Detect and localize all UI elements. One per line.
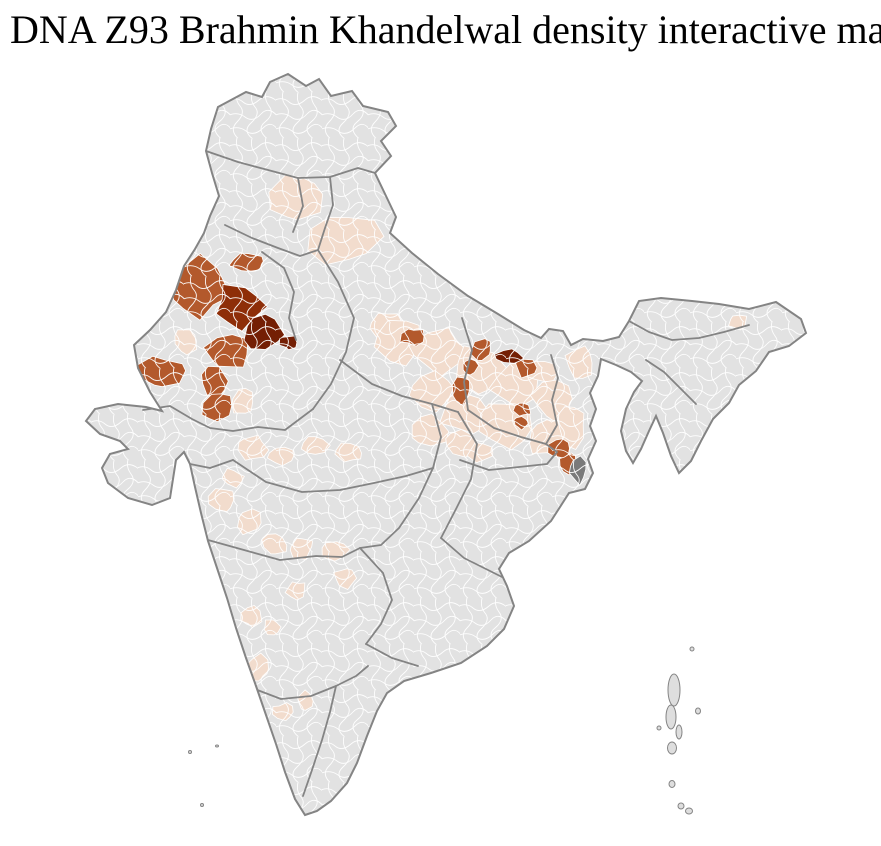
island-district[interactable]	[665, 704, 677, 730]
state-border	[317, 176, 334, 251]
state-border	[339, 359, 459, 413]
state-border	[645, 359, 697, 405]
state-border	[545, 354, 559, 445]
state-border	[189, 459, 234, 469]
state-border	[431, 403, 442, 469]
state-border	[359, 547, 393, 645]
state-border	[312, 249, 355, 410]
island-district[interactable]	[215, 744, 219, 748]
island-district[interactable]	[667, 741, 677, 755]
state-borders	[142, 150, 750, 797]
island-district[interactable]	[685, 807, 693, 815]
state-border	[467, 409, 547, 445]
island-district[interactable]	[689, 646, 695, 652]
island-district[interactable]	[677, 802, 685, 810]
state-border	[459, 443, 558, 471]
state-border	[461, 317, 473, 411]
state-border	[365, 643, 419, 667]
state-border	[232, 459, 434, 493]
state-border	[359, 467, 434, 549]
state-border	[224, 224, 319, 257]
state-border	[440, 411, 478, 539]
island-district[interactable]	[667, 673, 681, 707]
island-district[interactable]	[695, 707, 701, 715]
island-district[interactable]	[656, 725, 662, 731]
state-border	[261, 251, 297, 341]
state-border	[628, 320, 750, 341]
state-border	[142, 405, 314, 432]
page-title: DNA Z93 Brahmin Khandelwal density inter…	[10, 7, 881, 52]
island-district[interactable]	[188, 750, 192, 754]
island-district[interactable]	[668, 780, 676, 788]
state-border	[207, 539, 361, 561]
island-district[interactable]	[200, 803, 204, 807]
island-districts[interactable]	[188, 646, 701, 815]
state-border	[302, 685, 337, 797]
island-district[interactable]	[675, 724, 683, 740]
state-border	[292, 177, 304, 233]
state-border	[251, 665, 369, 700]
state-border	[440, 537, 503, 578]
district-borders-mesh	[86, 74, 806, 815]
